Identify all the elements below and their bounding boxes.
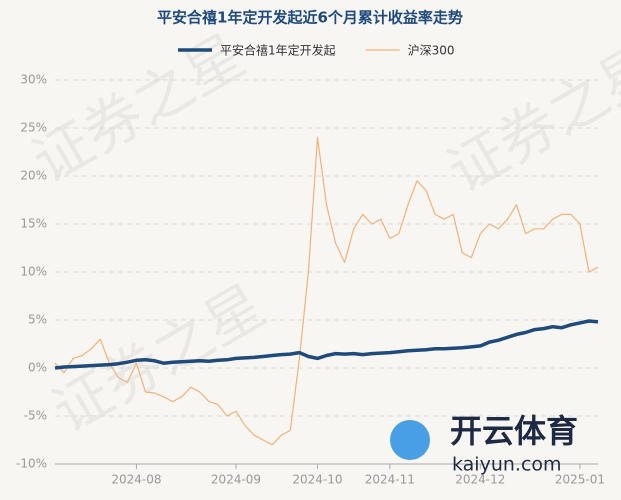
x-tick-label: 2024-09 [211,473,261,487]
y-tick-label: 10% [20,265,47,279]
y-tick-label: 15% [20,217,47,231]
y-tick-label: 0% [28,361,47,375]
y-tick-label: 5% [28,313,47,327]
watermark-logo: 开云体育 kaiyun.com [390,412,578,476]
x-tick-label: 2024-12 [455,473,505,487]
y-tick-label: -10% [16,457,47,471]
x-tick-label: 2025-01 [555,473,605,487]
chart-title: 平安合禧1年定开发起近6个月累计收益率走势 [157,9,463,27]
watermark: 开云体育 [450,412,578,450]
logo-ball [390,420,430,460]
watermark: kaiyun.com [452,454,562,476]
series-line [54,319,599,370]
legend-label: 沪深300 [408,44,455,58]
y-tick-label: 30% [20,73,47,87]
y-tick-label: 20% [20,169,47,183]
legend-label: 平安合禧1年定开发起 [220,43,336,58]
x-tick-label: 2024-11 [365,473,415,487]
series-line [54,137,599,446]
x-tick-label: 2024-10 [292,473,342,487]
x-tick-label: 2024-08 [111,473,161,487]
y-tick-label: 25% [20,121,47,135]
y-tick-label: -5% [24,409,47,423]
